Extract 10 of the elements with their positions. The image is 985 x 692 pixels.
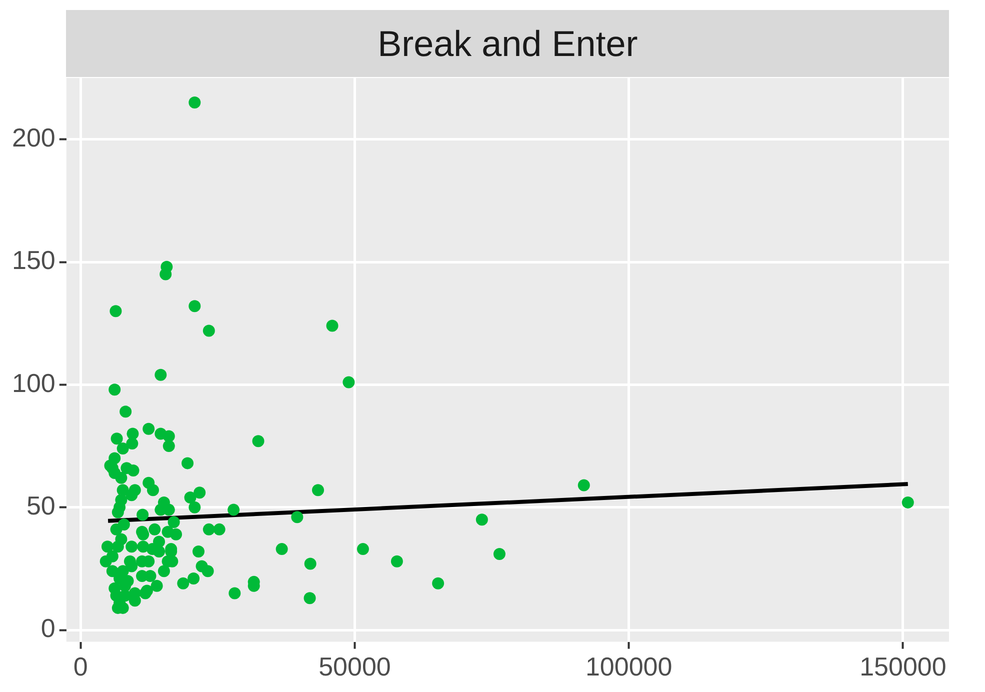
y-tick-label: 100 — [12, 368, 56, 398]
x-tick-label: 100000 — [585, 652, 672, 682]
y-tick-label: 0 — [40, 613, 56, 644]
x-tick-label: 0 — [73, 652, 88, 682]
chart-title: Break and Enter — [66, 10, 949, 77]
y-tick-label: 150 — [12, 245, 56, 276]
y-tick-label: 50 — [26, 490, 56, 521]
y-tick-label: 200 — [12, 122, 56, 153]
x-tick-label: 150000 — [860, 652, 946, 682]
x-tick-label: 50000 — [318, 652, 391, 682]
